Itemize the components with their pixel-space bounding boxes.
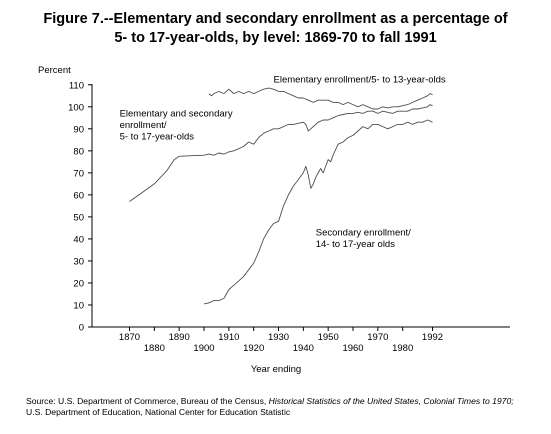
series-label-line: 14- to 17-year olds (316, 239, 395, 250)
y-tick-label: 100 (68, 102, 84, 113)
x-tick-label: 1890 (169, 332, 190, 343)
y-tick-label: 90 (73, 124, 84, 135)
series-label-line: Elementary and secondary (120, 109, 233, 120)
series-line-secondary (203, 119, 433, 305)
y-tick-label: 80 (73, 146, 84, 157)
figure-title-line-1: Figure 7.--Elementary and secondary enro… (43, 11, 508, 27)
x-tick-label: 1950 (318, 332, 339, 343)
y-axis-ticks: 0 10 20 30 40 50 60 70 80 90 100 110 (68, 80, 92, 334)
y-tick-label: 40 (73, 234, 84, 245)
x-tick-label: 1920 (243, 343, 264, 354)
x-tick-label: 1870 (119, 332, 140, 343)
source-line-2: U.S. Department of Education, National C… (26, 406, 291, 417)
series-label-line: 5- to 17-year-olds (120, 132, 195, 143)
y-tick-label: 60 (73, 190, 84, 201)
x-tick-label: 1910 (218, 332, 239, 343)
y-tick-label: 110 (69, 80, 84, 91)
series-label-elementary-and-secondary: Elementary and secondary enrollment/5- to… (120, 109, 233, 143)
x-tick-label: 1970 (367, 332, 388, 343)
x-tick-label: 1880 (144, 343, 165, 354)
y-axis-label: Percent (38, 65, 71, 76)
source-note: Source: U.S. Department of Commerce, Bur… (26, 396, 514, 417)
y-tick-label: 20 (73, 278, 84, 289)
x-tick-label: 1900 (193, 343, 214, 354)
series-line-elementary-and-secondary (129, 104, 433, 202)
x-tick-label: 1960 (342, 343, 363, 354)
x-tick-label: 1930 (268, 332, 289, 343)
series-label-secondary: Secondary enrollment/14- to 17-year olds (316, 228, 411, 251)
x-tick-label: 1992 (422, 332, 443, 343)
x-axis-ticks: 1870 1890 1910 1930 1950 1970 1992 1880 1900 1920… (119, 327, 443, 354)
source-line-1-title: Historical Statistics of the United Stat… (268, 396, 514, 406)
series-label-line: Elementary enrollment/5- to 13-year-olds (274, 75, 446, 86)
series-label-line: Secondary enrollment/ (316, 228, 411, 239)
x-axis-label: Year ending (251, 364, 301, 375)
series-line-elementary (208, 87, 433, 110)
y-tick-label: 0 (79, 323, 84, 334)
y-tick-label: 70 (73, 168, 84, 179)
figure-title-line-2: 5- to 17-year-olds, by level: 1869-70 to… (114, 30, 437, 46)
series-label-line: enrollment/ (120, 120, 167, 131)
y-tick-label: 30 (73, 256, 84, 267)
series-labels: Elementary and secondary enrollment/5- to… (120, 75, 446, 251)
y-tick-label: 10 (73, 300, 84, 311)
x-tick-label: 1980 (392, 343, 413, 354)
source-line-1-text: Source: U.S. Department of Commerce, Bur… (26, 396, 269, 406)
series-label-elementary: Elementary enrollment/5- to 13-year-olds (274, 75, 446, 86)
source-line-1: Source: U.S. Department of Commerce, Bur… (26, 396, 514, 407)
figure-title: Figure 7.--Elementary and secondary enro… (0, 10, 551, 48)
y-tick-label: 50 (73, 212, 84, 223)
series-lines (129, 87, 433, 305)
x-tick-label: 1940 (293, 343, 314, 354)
